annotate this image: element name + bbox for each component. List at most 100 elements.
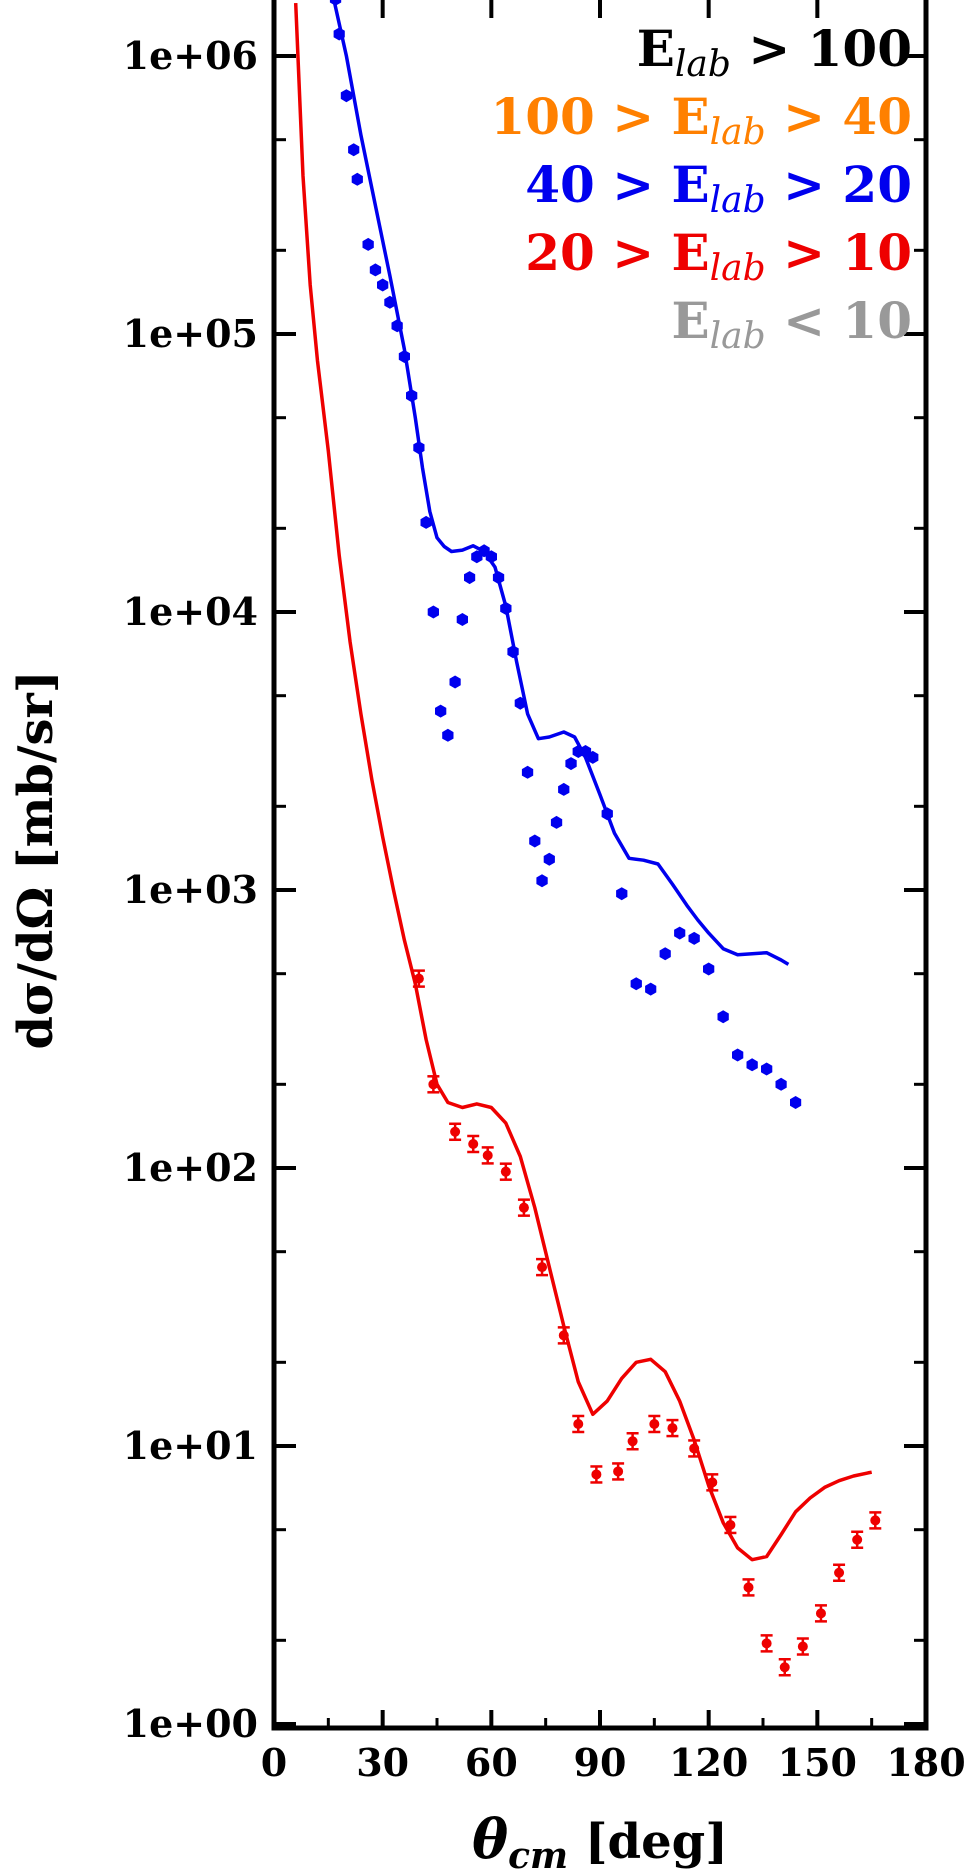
data-point (449, 675, 461, 689)
data-point (340, 89, 353, 103)
x-axis-title-sub: cm (508, 1835, 568, 1870)
data-point (492, 571, 505, 585)
data-point (517, 1198, 530, 1217)
y-tick-label: 1e+03 (123, 867, 258, 912)
data-point (587, 750, 599, 764)
data-point (790, 1096, 802, 1109)
fit-curve-1 (293, 3, 873, 1562)
data-point (412, 969, 425, 988)
plot-frame (271, 0, 929, 1731)
x-axis-title-main: θ (472, 1807, 508, 1870)
data-point (406, 389, 418, 403)
data-point (630, 977, 642, 991)
x-axis-title-rest: [deg] (568, 1814, 728, 1870)
data-point (732, 1048, 744, 1062)
data-point (464, 571, 476, 585)
data-point (351, 172, 363, 186)
data-point (377, 278, 389, 292)
data-point (775, 1077, 787, 1091)
data-point (742, 1578, 755, 1597)
data-point (536, 874, 548, 888)
data-point (500, 601, 512, 615)
data-point (796, 1637, 809, 1656)
y-tick-label: 1e+02 (123, 1145, 258, 1190)
data-point (449, 1122, 462, 1142)
data-point (612, 1462, 625, 1481)
x-axis-title: θcm [deg] (472, 1807, 728, 1870)
legend-entry: Elab < 10 (672, 291, 912, 357)
data-point (467, 1134, 480, 1154)
data-point (333, 27, 345, 41)
data-point (833, 1563, 846, 1582)
data-point (514, 696, 526, 710)
data-point (717, 1010, 729, 1024)
data-point (543, 852, 555, 866)
data-point (760, 1634, 773, 1653)
y-tick-label: 1e+01 (123, 1423, 258, 1468)
data-point (851, 1530, 864, 1550)
data-point (420, 515, 432, 529)
data-point (427, 1075, 440, 1094)
data-point (746, 1058, 758, 1072)
y-tick-labels: 1e+00 1e+01 1e+02 1e+03 1e+04 1e+05 1e+06 (123, 33, 258, 1746)
data-point (659, 947, 671, 961)
data-point (648, 1414, 661, 1434)
data-point (442, 728, 454, 742)
data-point (703, 962, 715, 976)
data-point (565, 757, 577, 771)
data-point (384, 295, 396, 309)
data-point (413, 441, 425, 455)
data-point (529, 834, 541, 848)
data-point (590, 1465, 603, 1484)
data-point (550, 815, 563, 829)
data-point (362, 237, 374, 251)
data-point (427, 605, 439, 619)
x-tick-label: 180 (886, 1740, 965, 1785)
x-tick-label: 90 (574, 1740, 627, 1785)
data-point (814, 1604, 827, 1623)
data-point (666, 1418, 679, 1438)
y-tick-label: 1e+05 (123, 311, 258, 356)
legend-entry: 40 > Elab > 20 (525, 155, 912, 221)
data-point (348, 143, 360, 157)
data-point (391, 319, 403, 333)
data-points (329, 0, 882, 1677)
data-point (557, 1326, 570, 1345)
fit-curves (293, 0, 873, 1562)
legend-entry: Elab > 100 (637, 19, 912, 85)
x-tick-label: 60 (465, 1740, 518, 1785)
y-tick-label: 1e+04 (123, 589, 258, 634)
data-point (778, 1658, 791, 1677)
x-tick-label: 150 (778, 1740, 857, 1785)
data-point (688, 1439, 701, 1458)
data-point (572, 1414, 585, 1434)
y-tick-label: 1e+00 (123, 1701, 258, 1746)
data-point (601, 807, 613, 821)
data-point (869, 1511, 882, 1530)
data-point (536, 1257, 549, 1277)
legend-entry: 20 > Elab > 10 (525, 223, 912, 289)
data-point (626, 1432, 639, 1451)
data-point (456, 613, 468, 626)
data-point (499, 1162, 512, 1181)
data-point (398, 350, 410, 363)
y-axis-title: dσ/dΩ [mb/sr] (8, 670, 64, 1049)
data-point (761, 1062, 773, 1076)
data-point (521, 765, 534, 779)
data-point (645, 982, 657, 996)
x-tick-labels: 0 30 60 90 120 150 180 (261, 1740, 966, 1785)
data-point (688, 931, 700, 945)
data-point (435, 704, 447, 718)
data-point (616, 887, 628, 901)
fit-curve-0 (332, 0, 790, 966)
data-point (369, 263, 382, 277)
data-point (329, 0, 342, 6)
data-point (558, 782, 570, 796)
data-point (706, 1473, 719, 1492)
data-point (485, 550, 497, 564)
x-tick-label: 0 (261, 1740, 287, 1785)
x-tick-label: 120 (669, 1740, 748, 1785)
